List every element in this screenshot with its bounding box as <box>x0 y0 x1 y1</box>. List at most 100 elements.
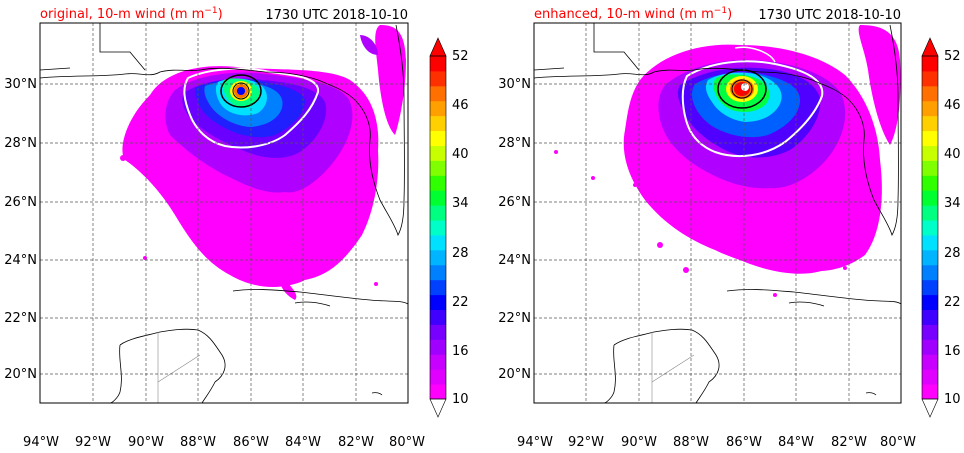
lat-label: 30°N <box>498 77 531 92</box>
colorbar-swatch <box>430 279 446 296</box>
map-original <box>40 23 408 403</box>
colorbar-tick: 52 <box>452 49 469 64</box>
colorbar-tick: 16 <box>452 344 469 359</box>
panel-time-enhanced: 1730 UTC 2018-10-10 <box>758 8 901 23</box>
colorbar-swatch <box>922 205 938 221</box>
colorbar-swatch <box>922 175 938 191</box>
lon-label: 82°W <box>831 435 867 450</box>
colorbar-tick: 10 <box>452 392 469 407</box>
colorbar-swatch <box>922 294 938 311</box>
lon-label: 84°W <box>778 435 814 450</box>
colorbar-swatch <box>430 339 446 355</box>
colorbar-swatch <box>922 369 938 385</box>
colorbar-swatch <box>430 220 446 236</box>
lon-label: 94°W <box>23 435 59 450</box>
colorbar-swatch <box>430 234 446 251</box>
lon-label: 92°W <box>75 435 111 450</box>
colorbar-swatch <box>430 309 446 325</box>
colorbar-swatch <box>922 384 938 400</box>
lat-label: 24°N <box>4 253 37 268</box>
lon-label: 84°W <box>285 435 321 450</box>
map-frame-original <box>39 22 409 404</box>
lat-label: 28°N <box>498 136 531 151</box>
colorbar-swatch <box>430 100 446 117</box>
gridlines-enhanced <box>534 23 901 403</box>
colorbar-swatch <box>430 56 446 72</box>
colorbar-swatch <box>922 220 938 236</box>
lon-label: 82°W <box>338 435 374 450</box>
contour-white-original <box>183 67 320 149</box>
colorbar-extend-min <box>921 398 939 418</box>
colorbar-enhanced <box>921 37 939 418</box>
colorbar-swatch <box>430 85 446 102</box>
colorbar-extend-max <box>429 37 447 57</box>
lon-labels-enhanced: 94°W 92°W 90°W 88°W 86°W 84°W 82°W 80°W <box>517 435 916 450</box>
panel-time-original: 1730 UTC 2018-10-10 <box>265 8 408 23</box>
wind-swath-original <box>120 25 406 300</box>
colorbar-swatch <box>922 279 938 296</box>
lat-label: 26°N <box>498 195 531 210</box>
colorbar-swatch <box>922 264 938 281</box>
panel-enhanced: enhanced, 10-m wind (m m−1) 1730 UTC 201… <box>498 6 960 450</box>
colorbar-tick: 40 <box>452 147 469 162</box>
lon-label: 90°W <box>128 435 164 450</box>
colorbar-tick: 22 <box>452 295 469 310</box>
wind-swath-enhanced <box>554 25 901 297</box>
colorbar-swatch <box>922 145 938 161</box>
panel-title-original: original, 10-m wind (m m−1) <box>40 6 223 22</box>
lon-label: 94°W <box>517 435 553 450</box>
gridlines-original <box>40 23 408 403</box>
colorbar-swatch <box>922 130 938 146</box>
colorbar-tick: 28 <box>452 246 469 261</box>
lon-label: 88°W <box>180 435 216 450</box>
lon-label: 88°W <box>673 435 709 450</box>
panel-title-enhanced: enhanced, 10-m wind (m m−1) <box>534 6 732 22</box>
colorbar-swatch <box>430 354 446 370</box>
lon-labels-original: 94°W 92°W 90°W 88°W 86°W 84°W 82°W 80°W <box>23 435 425 450</box>
colorbar-swatch <box>430 130 446 146</box>
lat-label: 22°N <box>4 311 37 326</box>
colorbar-swatch <box>922 70 938 87</box>
colorbar-swatch <box>922 324 938 340</box>
colorbar-extend-min <box>429 398 447 418</box>
colorbar-labels-original: 52 46 40 34 28 22 16 10 <box>452 49 469 407</box>
colorbar-swatch <box>430 205 446 221</box>
lat-label: 28°N <box>4 136 37 151</box>
colorbar-swatch <box>922 339 938 355</box>
colorbar-swatch <box>922 85 938 102</box>
colorbar-swatch <box>922 115 938 132</box>
colorbar-tick: 52 <box>944 49 961 64</box>
colorbar-swatch <box>430 384 446 400</box>
colorbar-swatch <box>922 354 938 370</box>
lon-label: 80°W <box>389 435 425 450</box>
lat-labels-enhanced: 30°N 28°N 26°N 24°N 22°N 20°N <box>498 77 531 382</box>
colorbar-extend-max <box>921 37 939 57</box>
lat-label: 24°N <box>498 253 531 268</box>
colorbar-swatch <box>922 100 938 117</box>
lat-label: 20°N <box>498 367 531 382</box>
colorbar-tick: 34 <box>452 196 469 211</box>
colorbar-swatch <box>430 249 446 266</box>
colorbar-swatch <box>430 175 446 191</box>
colorbar-swatch <box>430 264 446 281</box>
lon-label: 80°W <box>880 435 916 450</box>
colorbar-swatch <box>430 160 446 176</box>
map-frame-enhanced <box>533 22 902 404</box>
colorbar-swatch <box>430 70 446 87</box>
map-enhanced <box>534 23 901 403</box>
colorbar-swatch <box>430 145 446 161</box>
colorbar-tick: 10 <box>944 392 961 407</box>
colorbar-swatch <box>430 115 446 132</box>
colorbar-swatch <box>430 190 446 206</box>
colorbar-swatch <box>922 190 938 206</box>
lat-label: 26°N <box>4 195 37 210</box>
contour-white-enhanced <box>681 60 824 158</box>
colorbar-tick: 16 <box>944 344 961 359</box>
colorbar-tick: 46 <box>452 98 469 113</box>
lat-label: 22°N <box>498 311 531 326</box>
colorbar-frame <box>921 55 939 400</box>
lat-labels-original: 30°N 28°N 26°N 24°N 22°N 20°N <box>4 77 37 382</box>
panel-original: original, 10-m wind (m m−1) 1730 UTC 201… <box>4 6 468 450</box>
colorbar-swatch <box>922 56 938 72</box>
